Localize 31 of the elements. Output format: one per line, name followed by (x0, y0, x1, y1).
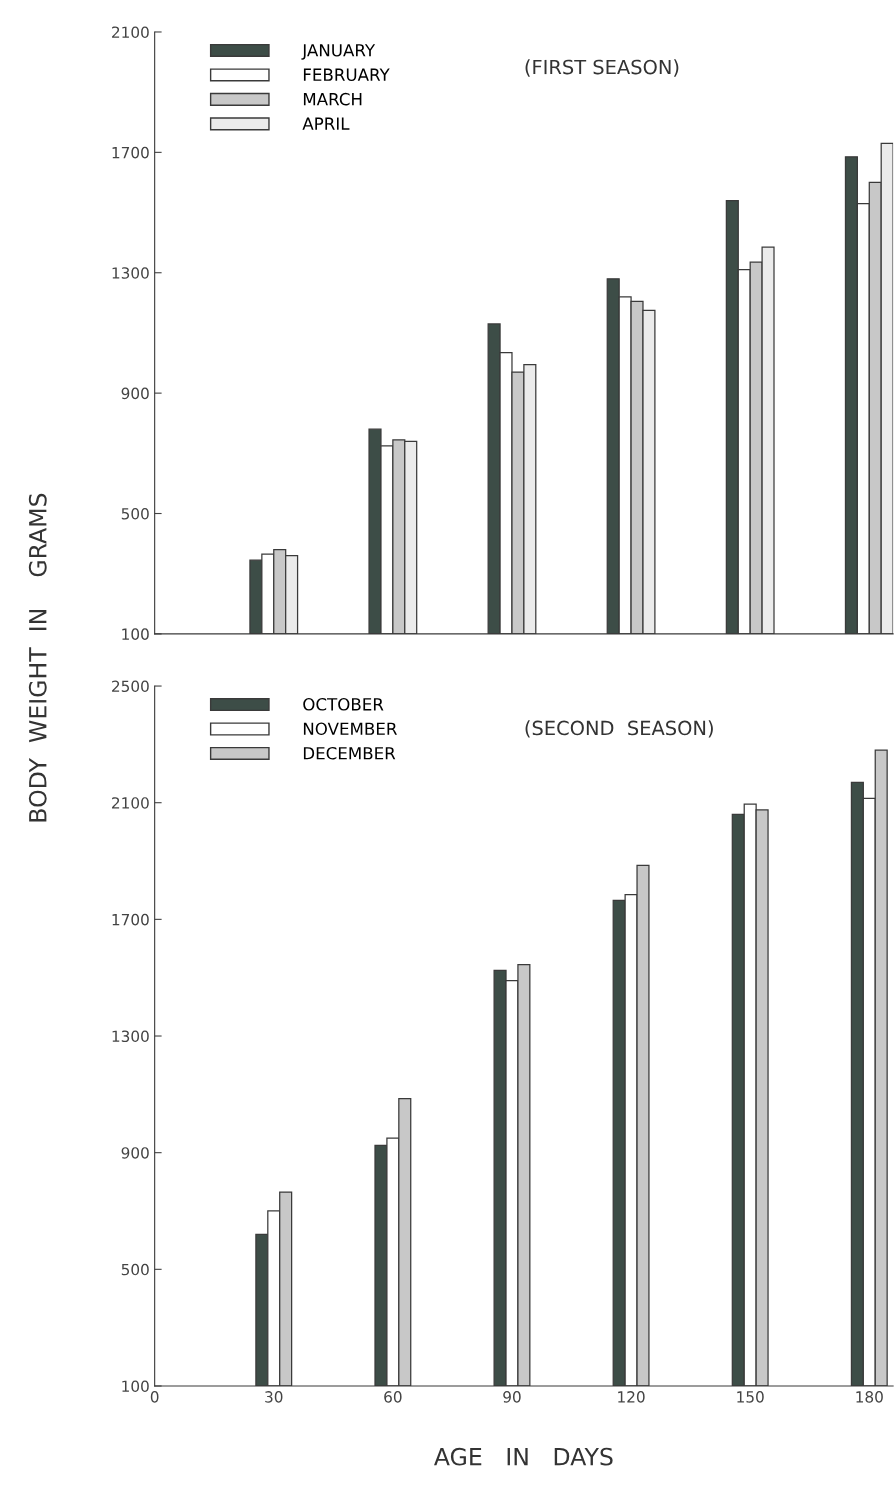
y-tick-label: 1700 (112, 146, 149, 159)
y-tick-label: 2100 (112, 797, 149, 809)
y-tick-label: 1300 (112, 267, 149, 279)
legend-label: FEBRUARY (303, 68, 390, 81)
y-axis-title: BODY WEIGHT IN GRAMS (28, 493, 47, 822)
legend-label: OCTOBER (303, 698, 384, 711)
x-tick-label: 150 (737, 1391, 764, 1403)
annotation: (SECOND SEASON) (525, 720, 713, 738)
x-tick-label: 180 (856, 1391, 883, 1403)
y-tick-label: 500 (121, 1263, 149, 1276)
x-tick-label: 120 (618, 1391, 645, 1403)
y-tick-label: 1700 (112, 913, 149, 926)
y-tick-label: 900 (121, 387, 149, 400)
legend-label: MARCH (303, 92, 362, 106)
y-tick-label: 100 (122, 628, 149, 640)
annotation: (FIRST SEASON) (525, 59, 679, 77)
legend-label: DECEMBER (303, 746, 396, 760)
x-axis-title: AGE IN DAYS (434, 1447, 613, 1466)
legend-label: NOVEMBER (303, 722, 397, 736)
y-tick-label: 100 (122, 1380, 149, 1393)
y-tick-label: 2100 (112, 26, 149, 38)
y-tick-label: 1300 (112, 1030, 149, 1043)
y-tick-label: 2500 (112, 680, 149, 693)
legend-label: APRIL (302, 117, 350, 130)
y-tick-label: 900 (121, 1147, 149, 1159)
x-tick-label: 90 (503, 1391, 521, 1403)
x-tick-label: 0 (150, 1391, 159, 1403)
x-tick-label: 60 (384, 1391, 402, 1403)
y-tick-label: 500 (121, 507, 149, 520)
legend-label: JANUARY (301, 44, 376, 60)
x-tick-label: 30 (265, 1391, 283, 1403)
